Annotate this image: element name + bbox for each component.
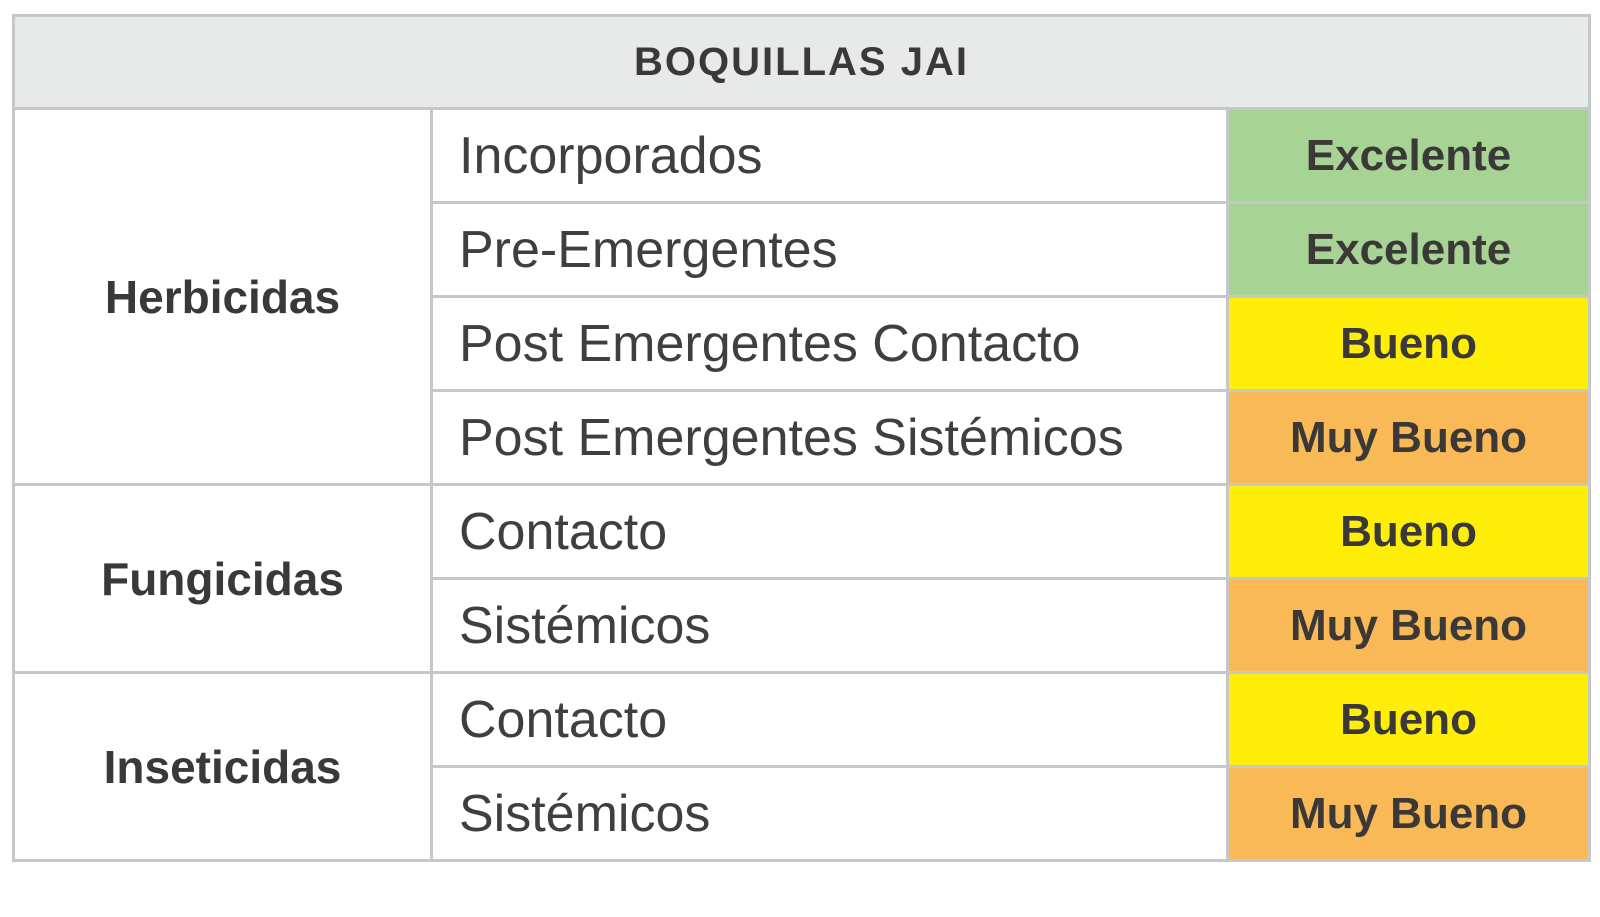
table-row: Herbicidas Incorporados Excelente xyxy=(12,107,1592,486)
rating-cell: Bueno xyxy=(1225,483,1592,580)
rating-cell: Excelente xyxy=(1225,107,1592,204)
table-row: Fungicidas Contacto Bueno xyxy=(12,483,1592,674)
table-row: Pre-Emergentes Excelente xyxy=(14,201,1592,298)
application-type-cell: Sistémicos xyxy=(430,577,1229,674)
category-cell-fungicidas: Fungicidas xyxy=(12,483,433,674)
application-type-cell: Contacto xyxy=(430,483,1229,580)
category-cell-herbicidas: Herbicidas xyxy=(12,107,433,486)
table-body: Herbicidas Incorporados Excelente Pre-Emerg… xyxy=(12,107,1592,862)
application-type-cell: Incorporados xyxy=(430,107,1229,204)
application-type-cell: Post Emergentes Sistémicos xyxy=(430,389,1229,486)
rating-cell: Bueno xyxy=(1225,295,1592,392)
application-type-cell: Post Emergentes Contacto xyxy=(430,295,1229,392)
rating-cell: Bueno xyxy=(1225,671,1592,768)
category-cell-inseticidas: Inseticidas xyxy=(12,671,433,862)
rating-cell: Excelente xyxy=(1225,201,1592,298)
application-type-cell: Pre-Emergentes xyxy=(430,201,1229,298)
table-row: Inseticidas Contacto Bueno xyxy=(12,671,1592,862)
table-title: BOQUILLAS JAI xyxy=(11,14,1592,110)
boquillas-jai-table: BOQUILLAS JAI Herbicidas Incorporados Exce… xyxy=(11,14,1592,862)
page-background: BOQUILLAS JAI Herbicidas Incorporados Exce… xyxy=(11,14,1592,862)
table-row: Post Emergentes Contacto Bueno xyxy=(14,295,1592,392)
rating-cell: Muy Bueno xyxy=(1225,577,1592,674)
header-row: BOQUILLAS JAI xyxy=(11,14,1592,110)
table-row: Post Emergentes Sistémicos Muy Bueno xyxy=(14,389,1592,486)
application-type-cell: Contacto xyxy=(430,671,1229,768)
table-row: Sistémicos Muy Bueno xyxy=(14,765,1592,862)
application-type-cell: Sistémicos xyxy=(430,765,1229,862)
rating-cell: Muy Bueno xyxy=(1225,765,1592,862)
rating-cell: Muy Bueno xyxy=(1225,389,1592,486)
table-row: Sistémicos Muy Bueno xyxy=(14,577,1592,674)
